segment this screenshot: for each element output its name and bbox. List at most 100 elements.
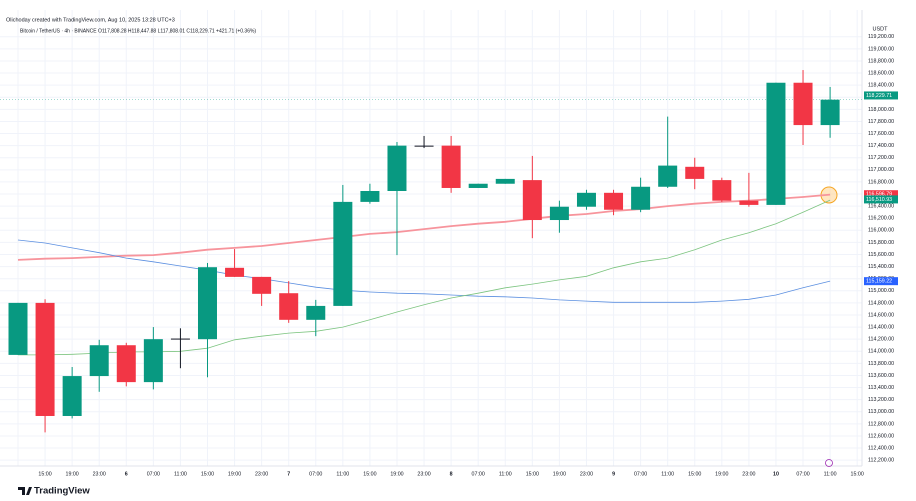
x-tick-label: 15:00 xyxy=(38,471,51,477)
y-tick-label: 118,600.00 xyxy=(868,70,894,76)
x-tick-label: 07:00 xyxy=(309,471,322,477)
price-tag xyxy=(864,277,898,286)
y-tick-label: 116,400.00 xyxy=(868,204,894,210)
x-tick-label: 19:00 xyxy=(553,471,566,477)
y-tick-label: 117,200.00 xyxy=(868,155,894,161)
y-tick-label: 117,800.00 xyxy=(868,119,894,125)
candle-body xyxy=(143,339,163,383)
x-tick-label: 07:00 xyxy=(634,471,647,477)
candle-body xyxy=(495,178,515,184)
y-tick-label: 115,600.00 xyxy=(868,252,894,258)
candle-body xyxy=(89,345,109,377)
y-tick-label: 118,800.00 xyxy=(868,58,894,64)
y-tick-label: 113,200.00 xyxy=(868,397,894,403)
x-tick-label: 11:00 xyxy=(336,471,349,477)
candle-body xyxy=(197,267,217,340)
x-tick-label: 19:00 xyxy=(228,471,241,477)
x-tick-label: 11:00 xyxy=(174,471,187,477)
y-tick-label: 115,400.00 xyxy=(868,264,894,270)
y-tick-label: 112,800.00 xyxy=(868,421,894,427)
candle-body xyxy=(279,293,299,320)
candle-body xyxy=(35,302,55,416)
x-tick-label: 15:00 xyxy=(851,471,864,477)
logo-text: TradingView xyxy=(34,486,90,497)
price-tag xyxy=(864,91,898,100)
candle-body xyxy=(793,82,813,126)
x-tick-label: 11:00 xyxy=(824,471,837,477)
x-tick-label: 23:00 xyxy=(255,471,268,477)
x-tick-label: 19:00 xyxy=(715,471,728,477)
candle-body xyxy=(712,180,732,201)
x-tick-label: 8 xyxy=(450,471,453,477)
x-tick-label: 07:00 xyxy=(147,471,160,477)
watermark: Olichoday created with TradingView.com, … xyxy=(6,17,175,23)
candle-body xyxy=(62,376,82,416)
price-tag-label: 116,596.79 xyxy=(866,192,892,198)
moving-average-line xyxy=(17,239,831,303)
x-tick-label: 9 xyxy=(612,471,615,477)
candle-body xyxy=(225,267,245,277)
x-tick-label: 15:00 xyxy=(363,471,376,477)
candle-body xyxy=(820,99,840,126)
candle-body xyxy=(576,192,596,207)
logo: TradingView xyxy=(18,486,90,497)
y-tick-label: 118,000.00 xyxy=(868,107,894,113)
currency-label: USDT xyxy=(873,26,889,32)
y-tick-label: 117,000.00 xyxy=(868,167,894,173)
moving-average-line xyxy=(17,193,831,261)
x-tick-label: 19:00 xyxy=(66,471,79,477)
candle-body xyxy=(306,305,326,320)
candle-body xyxy=(414,145,434,147)
candle-body xyxy=(333,201,353,306)
y-tick-label: 112,200.00 xyxy=(868,458,894,464)
price-tag-label: 118,229.71 xyxy=(866,93,892,99)
x-tick-label: 7 xyxy=(287,471,290,477)
y-tick-label: 115,800.00 xyxy=(868,240,894,246)
y-tick-label: 112,600.00 xyxy=(868,433,894,439)
x-tick-label: 10 xyxy=(773,471,779,477)
y-tick-label: 119,000.00 xyxy=(868,46,894,52)
candle-body xyxy=(685,166,705,179)
x-tick-label: 19:00 xyxy=(390,471,403,477)
candle-body xyxy=(522,180,542,221)
y-tick-label: 116,200.00 xyxy=(868,216,894,222)
candle-body xyxy=(631,186,651,210)
x-tick-label: 11:00 xyxy=(499,471,512,477)
x-tick-label: 07:00 xyxy=(796,471,809,477)
y-tick-label: 112,400.00 xyxy=(868,445,894,451)
y-tick-label: 118,400.00 xyxy=(868,83,894,89)
y-tick-label: 119,200.00 xyxy=(868,34,894,40)
candle-body xyxy=(766,82,786,205)
candle-body xyxy=(739,200,759,205)
candle-body xyxy=(441,145,461,188)
x-tick-label: 07:00 xyxy=(472,471,485,477)
candle-body xyxy=(658,165,678,187)
candle-body xyxy=(252,276,272,294)
price-tag xyxy=(864,190,898,199)
candle-body xyxy=(8,302,28,355)
x-tick-label: 15:00 xyxy=(688,471,701,477)
y-tick-label: 113,000.00 xyxy=(868,409,894,415)
candle-body xyxy=(468,183,488,188)
y-tick-label: 114,000.00 xyxy=(868,349,894,355)
x-tick-label: 23:00 xyxy=(580,471,593,477)
y-tick-label: 115,000.00 xyxy=(868,288,894,294)
candle-body xyxy=(549,206,569,221)
candle-body xyxy=(387,145,407,191)
y-tick-label: 117,600.00 xyxy=(868,131,894,137)
symbol-header: Bitcoin / TetherUS · 4h · BINANCE O117,8… xyxy=(20,28,256,34)
y-tick-label: 117,400.00 xyxy=(868,143,894,149)
y-tick-label: 116,800.00 xyxy=(868,179,894,185)
x-tick-label: 15:00 xyxy=(201,471,214,477)
candle-body xyxy=(170,338,190,340)
candle-body xyxy=(360,190,380,202)
x-tick-label: 23:00 xyxy=(417,471,430,477)
y-tick-label: 113,600.00 xyxy=(868,373,894,379)
x-tick-label: 23:00 xyxy=(93,471,106,477)
y-tick-label: 114,600.00 xyxy=(868,312,894,318)
event-icon xyxy=(825,459,833,467)
y-tick-label: 114,200.00 xyxy=(868,337,894,343)
x-tick-label: 23:00 xyxy=(742,471,755,477)
y-tick-label: 113,400.00 xyxy=(868,385,894,391)
